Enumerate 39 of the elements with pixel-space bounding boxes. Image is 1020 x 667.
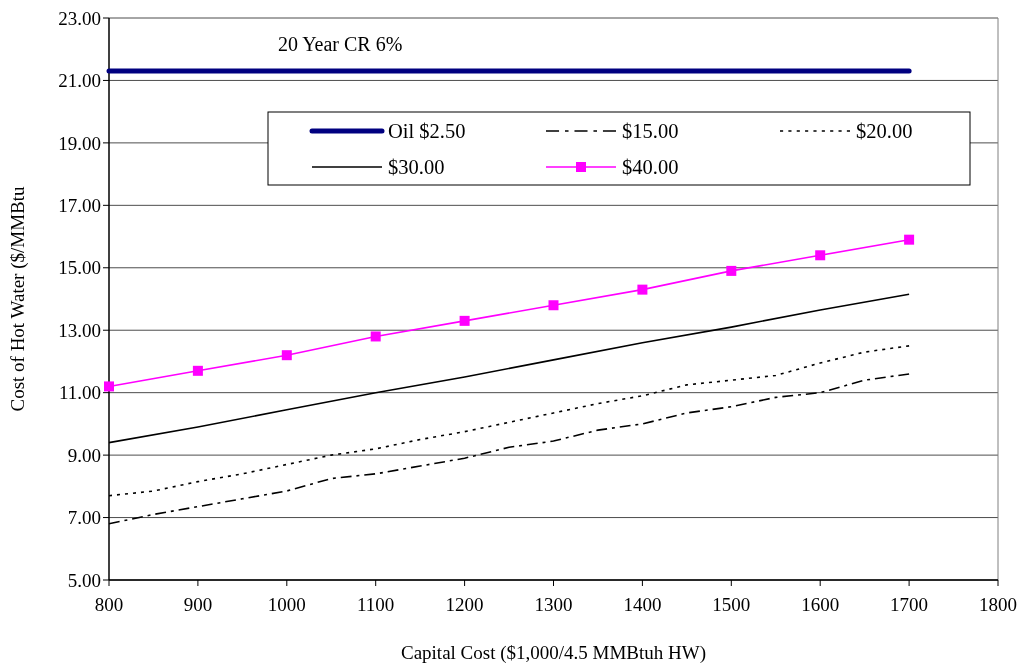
point [904, 234, 915, 245]
y-tick-label: 23.00 [58, 7, 101, 29]
x-axis-title: Capital Cost ($1,000/4.5 MMBtuh HW) [400, 642, 707, 664]
point [104, 381, 114, 392]
point [637, 284, 648, 295]
legend-label: Oil $2.50 [388, 120, 466, 143]
legend-label: $15.00 [622, 120, 679, 143]
point [548, 300, 559, 311]
x-tick-label: 1600 [801, 594, 840, 615]
x-tick-label: 1500 [712, 594, 751, 615]
y-tick-label: 19.00 [58, 132, 101, 154]
x-tick-label: 1400 [623, 594, 662, 615]
y-tick-label: 15.00 [58, 257, 101, 279]
x-tick-label: 1800 [979, 594, 1017, 615]
y-axis-title: Cost of Hot Water ($/MMBtu [7, 185, 29, 412]
point [370, 331, 381, 342]
annotation: 20 Year CR 6% [277, 33, 403, 55]
point [459, 315, 470, 326]
legend-label: $30.00 [388, 156, 445, 179]
point [281, 350, 292, 361]
x-tick-label: 900 [183, 594, 213, 615]
x-tick-label: 1000 [267, 594, 306, 615]
x-tick-label: 1100 [357, 594, 395, 615]
point [192, 365, 203, 376]
x-tick-label: 1200 [445, 594, 484, 615]
x-tick-label: 800 [94, 594, 124, 615]
y-tick-label: 11.00 [58, 382, 101, 404]
y-tick-label: 9.00 [67, 444, 101, 466]
x-tick-label: 1700 [890, 594, 929, 615]
y-tick-label: 7.00 [67, 507, 101, 529]
legend-label: $20.00 [856, 120, 913, 143]
point [726, 265, 737, 276]
point [815, 250, 826, 261]
x-tick-label: 1300 [534, 594, 573, 615]
legend-label: $40.00 [622, 156, 679, 179]
y-tick-label: 5.00 [67, 569, 101, 591]
y-tick-label: 13.00 [58, 319, 101, 341]
y-tick-label: 17.00 [58, 194, 101, 216]
y-tick-label: 21.00 [58, 70, 101, 92]
